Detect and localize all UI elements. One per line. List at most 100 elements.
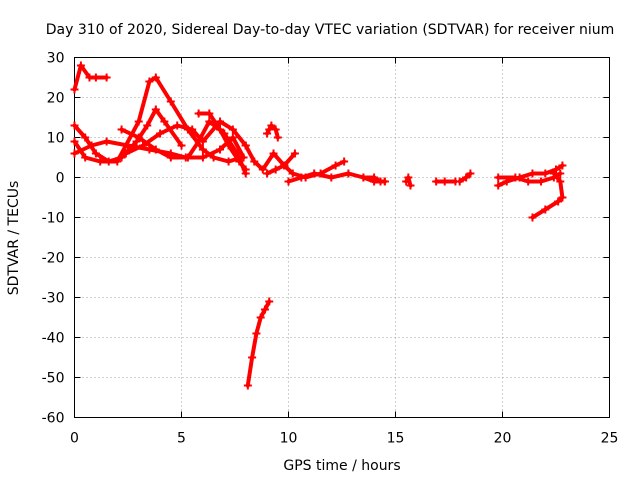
data-point — [124, 141, 132, 150]
data-point — [134, 117, 143, 126]
data-point — [271, 125, 280, 134]
data-point — [466, 169, 475, 178]
data-point — [252, 329, 261, 338]
data-point — [265, 297, 274, 306]
data-point — [228, 125, 237, 134]
data-point — [121, 149, 130, 158]
axis-ticks — [74, 57, 610, 418]
data-point — [198, 137, 207, 146]
data-point — [70, 121, 79, 130]
data-point — [96, 157, 105, 166]
data-point — [235, 157, 244, 166]
data-point — [138, 141, 147, 150]
series-arc-14 — [402, 173, 415, 190]
series-arc-9 — [263, 121, 282, 142]
data-point — [280, 161, 289, 170]
data-point — [380, 177, 389, 186]
data-point — [243, 381, 252, 390]
data-point — [166, 153, 175, 162]
data-point — [87, 141, 96, 150]
series-arc-7 — [194, 109, 250, 174]
data-point — [297, 173, 306, 182]
data-point — [173, 121, 182, 130]
y-tick-label: -60 — [42, 411, 65, 427]
data-point — [290, 149, 299, 158]
data-point — [198, 145, 207, 154]
y-axis-label: SDTVAR / TECUs — [6, 181, 22, 296]
x-tick-label: 15 — [387, 431, 405, 447]
data-point — [524, 177, 533, 186]
y-tick-label: -50 — [42, 371, 65, 387]
data-point — [344, 169, 353, 178]
data-point — [288, 169, 297, 178]
x-tick-label: 20 — [494, 431, 512, 447]
y-tick-label: 20 — [47, 91, 65, 107]
x-tick-labels: 0 5 10 15 20 25 — [70, 431, 618, 447]
data-point — [156, 129, 165, 138]
series-line — [243, 143, 297, 172]
data-point — [541, 205, 550, 214]
data-point — [143, 121, 152, 130]
data-point — [216, 117, 225, 126]
data-point — [558, 161, 567, 170]
data-point — [462, 173, 471, 182]
data-point — [404, 173, 413, 182]
data-point — [511, 173, 520, 182]
data-point — [258, 165, 267, 174]
data-point — [205, 109, 214, 118]
data-point — [183, 153, 192, 162]
data-point — [271, 165, 280, 174]
data-series — [70, 61, 567, 390]
data-point — [151, 105, 160, 114]
data-point — [528, 213, 537, 222]
chart-title: Day 310 of 2020, Sidereal Day-to-day VTE… — [46, 22, 615, 38]
data-point — [70, 85, 79, 94]
data-point — [134, 133, 143, 142]
data-point — [91, 149, 100, 158]
series-arc-16 — [455, 169, 475, 186]
data-point — [250, 157, 259, 166]
data-point — [102, 73, 111, 82]
y-tick-label: -20 — [42, 251, 65, 267]
y-tick-label: -30 — [42, 291, 65, 307]
y-tick-label: 0 — [56, 171, 65, 187]
data-point — [310, 169, 319, 178]
data-point — [216, 145, 225, 154]
data-point — [554, 197, 563, 206]
data-point — [113, 157, 122, 166]
data-point — [537, 177, 546, 186]
series-arc-19 — [528, 169, 567, 222]
data-point — [224, 157, 233, 166]
data-point — [166, 97, 175, 106]
data-point — [194, 109, 203, 118]
y-tick-label: -40 — [42, 331, 65, 347]
data-point — [331, 161, 340, 170]
data-point — [76, 61, 85, 70]
x-tick-label: 10 — [280, 431, 298, 447]
data-point — [198, 153, 207, 162]
data-point — [241, 165, 250, 174]
data-point — [228, 133, 237, 142]
series-arc-13 — [359, 173, 389, 186]
series-arc-1 — [70, 61, 111, 94]
data-point — [406, 181, 415, 190]
plot-frame — [74, 57, 610, 418]
data-point — [269, 149, 278, 158]
data-point — [216, 125, 225, 134]
data-point — [370, 173, 379, 182]
data-point — [263, 169, 272, 178]
data-point — [209, 153, 218, 162]
data-point — [284, 177, 293, 186]
data-point — [494, 181, 503, 190]
data-point — [117, 125, 126, 134]
data-point — [241, 141, 250, 150]
data-point — [70, 137, 79, 146]
series-line — [245, 299, 272, 388]
data-point — [188, 125, 197, 134]
data-point — [224, 141, 233, 150]
y-tick-label: 30 — [47, 51, 65, 67]
data-point — [151, 73, 160, 82]
series-arc-6 — [121, 117, 250, 158]
x-tick-label: 0 — [70, 431, 79, 447]
data-point — [248, 353, 257, 362]
